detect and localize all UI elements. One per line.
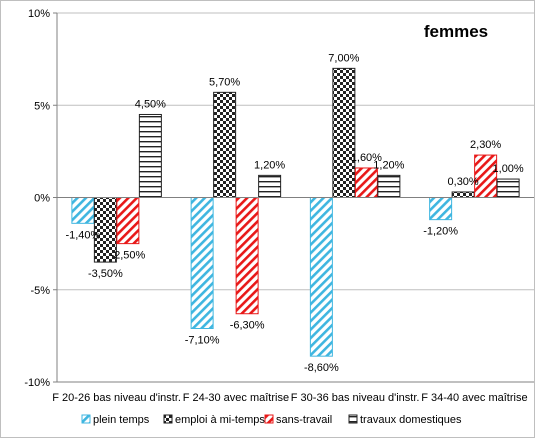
data-label: 1,20% — [373, 159, 404, 171]
data-label: 2,30% — [470, 139, 501, 151]
legend-label: emploi à mi-temps — [175, 414, 265, 426]
bar — [377, 174, 401, 198]
bar — [354, 167, 378, 198]
x-tick-label: F 34-40 avec maîtrise — [421, 392, 527, 404]
bar — [71, 197, 95, 224]
y-tick-label: 5% — [34, 100, 50, 112]
data-label: 7,00% — [328, 52, 359, 64]
legend-swatch — [348, 414, 358, 424]
data-label: -7,10% — [185, 334, 220, 346]
data-label: -3,50% — [88, 268, 123, 280]
bar — [116, 197, 140, 245]
bars — [71, 67, 520, 357]
bar — [332, 67, 356, 198]
x-axis-ticks: F 20-26 bas niveau d'instr. F 24-30 avec … — [52, 392, 527, 404]
y-tick-label: 0% — [34, 193, 50, 205]
y-tick-label: 10% — [28, 8, 50, 20]
data-label: -1,20% — [423, 226, 458, 238]
bar — [496, 178, 520, 199]
legend-swatch — [81, 414, 91, 424]
data-label: 1,60% — [351, 152, 382, 164]
data-label: 1,00% — [493, 163, 524, 175]
data-label: -8,60% — [304, 362, 339, 374]
data-label: 1,20% — [254, 159, 285, 171]
legend: plein temps emploi à mi-temps sans-travail… — [81, 414, 462, 426]
data-label: 4,50% — [135, 98, 166, 110]
legend-label: travaux domestiques — [360, 414, 462, 426]
bar — [451, 191, 475, 198]
bar — [309, 197, 333, 357]
data-label: -2,50% — [110, 250, 145, 262]
axes — [56, 13, 534, 383]
chart-title: femmes — [424, 22, 488, 41]
data-labels: -1,40% -3,50% -2,50% 4,50% -7,10% 5,70% -6,30%… — [65, 52, 523, 374]
data-label: -1,40% — [65, 229, 100, 241]
x-tick-label: F 20-26 bas niveau d'instr. — [52, 392, 181, 404]
data-label: 0,30% — [448, 176, 479, 188]
legend-label: sans-travail — [276, 414, 332, 426]
bar — [258, 174, 282, 198]
bar — [213, 91, 237, 198]
data-label: -6,30% — [230, 320, 265, 332]
data-label: 5,70% — [209, 76, 240, 88]
legend-label: plein temps — [93, 414, 150, 426]
bar — [235, 197, 259, 315]
y-axis-ticks: 10% 5% 0% -5% -10% — [24, 8, 57, 389]
x-tick-label: F 24-30 avec maîtrise — [183, 392, 289, 404]
legend-swatch — [163, 414, 173, 424]
bar — [429, 197, 453, 221]
y-tick-label: -5% — [30, 285, 50, 297]
x-tick-label: F 30-36 bas niveau d'instr. — [291, 392, 420, 404]
bar — [138, 113, 162, 198]
y-tick-label: -10% — [24, 377, 50, 389]
bar — [190, 197, 214, 329]
legend-swatch — [264, 414, 274, 424]
